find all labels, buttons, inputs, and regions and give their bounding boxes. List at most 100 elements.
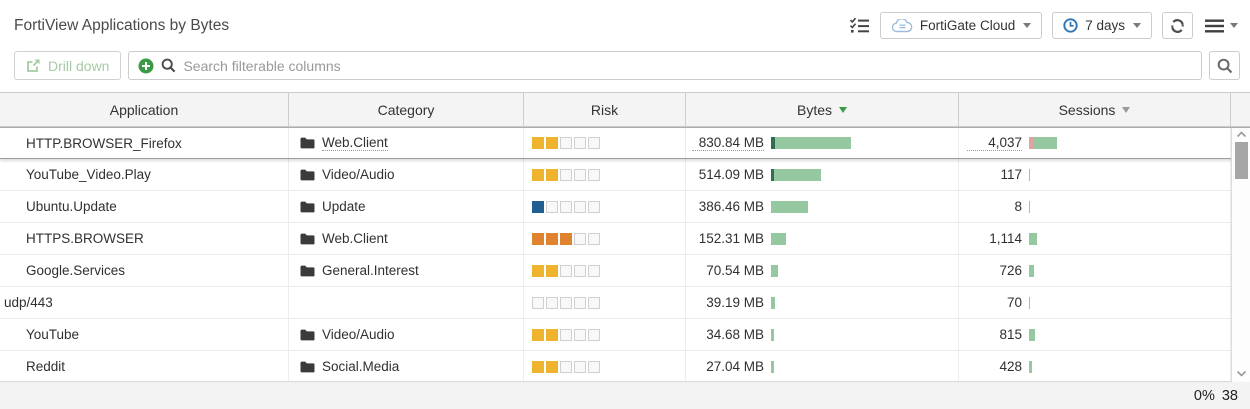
folder-icon bbox=[300, 361, 315, 373]
risk-square bbox=[574, 137, 586, 149]
risk-square bbox=[560, 168, 572, 181]
category-name[interactable]: Social.Media bbox=[322, 359, 400, 374]
sessions-value[interactable]: 70 bbox=[1006, 295, 1022, 310]
folder-icon bbox=[300, 265, 315, 277]
column-header-risk[interactable]: Risk bbox=[524, 93, 686, 126]
table-row[interactable]: HTTPS.BROWSER Web.Client 152.31 MB 1,114 bbox=[0, 223, 1250, 255]
sessions-value[interactable]: 4,037 bbox=[967, 135, 1022, 151]
sessions-bar bbox=[1029, 328, 1035, 341]
sessions-value[interactable]: 8 bbox=[1014, 199, 1022, 214]
sort-desc-icon bbox=[839, 106, 847, 113]
category-name[interactable]: Web.Client bbox=[322, 135, 388, 151]
risk-square bbox=[574, 328, 586, 341]
application-name: YouTube_Video.Play bbox=[26, 167, 151, 182]
risk-square bbox=[560, 200, 572, 213]
application-name: Google.Services bbox=[26, 263, 126, 278]
column-header-bytes[interactable]: Bytes bbox=[686, 93, 959, 126]
bytes-bar bbox=[771, 328, 774, 341]
add-filter-icon[interactable] bbox=[138, 58, 154, 74]
chevron-down-icon bbox=[1133, 23, 1141, 28]
risk-meter bbox=[524, 351, 686, 382]
scrollbar-thumb[interactable] bbox=[1235, 142, 1248, 179]
sessions-value[interactable]: 117 bbox=[1000, 167, 1022, 182]
bytes-value[interactable]: 27.04 MB bbox=[706, 359, 764, 374]
risk-square bbox=[560, 360, 572, 373]
bytes-value[interactable]: 70.54 MB bbox=[706, 263, 764, 278]
bytes-bar bbox=[771, 360, 774, 373]
source-dropdown[interactable]: FortiGate Cloud bbox=[879, 12, 1043, 39]
risk-square bbox=[560, 232, 572, 245]
sessions-value[interactable]: 428 bbox=[999, 359, 1022, 374]
category-name[interactable]: General.Interest bbox=[322, 263, 419, 278]
table-row[interactable]: Reddit Social.Media 27.04 MB 428 bbox=[0, 351, 1250, 382]
result-count: 38 bbox=[1221, 387, 1238, 404]
search-button[interactable] bbox=[1209, 51, 1240, 80]
bytes-bar bbox=[771, 137, 851, 149]
risk-square bbox=[532, 296, 544, 309]
sessions-bar bbox=[1029, 360, 1032, 373]
category-name[interactable]: Update bbox=[322, 199, 366, 214]
table-row[interactable]: YouTube Video/Audio 34.68 MB 815 bbox=[0, 319, 1250, 351]
risk-square bbox=[546, 328, 558, 341]
bytes-value[interactable]: 152.31 MB bbox=[698, 231, 764, 246]
risk-square bbox=[574, 200, 586, 213]
menu-button[interactable] bbox=[1203, 12, 1240, 39]
search-box bbox=[128, 51, 1202, 80]
drill-down-button[interactable]: Drill down bbox=[14, 51, 122, 80]
time-range-dropdown[interactable]: 7 days bbox=[1052, 12, 1152, 39]
risk-square bbox=[532, 232, 544, 245]
page-title: FortiView Applications by Bytes bbox=[14, 16, 230, 34]
bytes-bar bbox=[771, 264, 778, 277]
bytes-bar bbox=[771, 232, 786, 245]
risk-square bbox=[560, 296, 572, 309]
table-row[interactable]: udp/443 39.19 MB 70 bbox=[0, 287, 1250, 319]
table-row[interactable]: Ubuntu.Update Update 386.46 MB 8 bbox=[0, 191, 1250, 223]
bytes-value[interactable]: 386.46 MB bbox=[698, 199, 764, 214]
bytes-value[interactable]: 830.84 MB bbox=[692, 135, 764, 151]
bytes-bar bbox=[771, 168, 821, 181]
refresh-button[interactable] bbox=[1162, 12, 1193, 39]
column-header-sessions[interactable]: Sessions bbox=[959, 93, 1231, 126]
risk-square bbox=[588, 137, 600, 149]
risk-square bbox=[588, 328, 600, 341]
bytes-bar bbox=[771, 296, 775, 309]
risk-meter bbox=[524, 159, 686, 190]
category-name[interactable]: Web.Client bbox=[322, 231, 388, 246]
table-body: HTTP.BROWSER_Firefox Web.Client 830.84 M… bbox=[0, 127, 1250, 382]
column-header-spacer bbox=[1231, 93, 1250, 126]
sessions-value[interactable]: 1,114 bbox=[989, 231, 1022, 246]
application-name: udp/443 bbox=[4, 295, 53, 310]
scroll-up-icon[interactable] bbox=[1236, 131, 1247, 138]
bytes-bar bbox=[771, 200, 808, 213]
table-row[interactable]: HTTP.BROWSER_Firefox Web.Client 830.84 M… bbox=[0, 127, 1250, 159]
checklist-icon[interactable] bbox=[849, 17, 870, 34]
table-row[interactable]: Google.Services General.Interest 70.54 M… bbox=[0, 255, 1250, 287]
risk-square bbox=[546, 360, 558, 373]
risk-square bbox=[574, 168, 586, 181]
time-range-label: 7 days bbox=[1085, 18, 1125, 33]
sessions-value[interactable]: 726 bbox=[999, 263, 1022, 278]
bytes-value[interactable]: 514.09 MB bbox=[698, 167, 764, 182]
risk-square bbox=[532, 328, 544, 341]
scroll-down-icon[interactable] bbox=[1236, 370, 1247, 377]
category-name[interactable]: Video/Audio bbox=[322, 327, 395, 342]
vertical-scrollbar[interactable] bbox=[1231, 128, 1250, 382]
table-header-row: Application Category Risk Bytes Sessions bbox=[0, 93, 1250, 127]
source-label: FortiGate Cloud bbox=[919, 18, 1016, 33]
chevron-down-icon bbox=[1230, 23, 1238, 28]
search-input[interactable] bbox=[183, 57, 1192, 74]
sessions-value[interactable]: 815 bbox=[999, 327, 1022, 342]
category-name[interactable]: Video/Audio bbox=[322, 167, 395, 182]
risk-square bbox=[574, 360, 586, 373]
column-header-application[interactable]: Application bbox=[0, 93, 289, 126]
table-row[interactable]: YouTube_Video.Play Video/Audio 514.09 MB… bbox=[0, 159, 1250, 191]
risk-square bbox=[588, 264, 600, 277]
sessions-bar bbox=[1029, 137, 1057, 149]
sessions-bar bbox=[1029, 168, 1030, 181]
column-header-category[interactable]: Category bbox=[289, 93, 524, 126]
bytes-value[interactable]: 34.68 MB bbox=[706, 327, 764, 342]
search-icon bbox=[161, 58, 176, 73]
bytes-value[interactable]: 39.19 MB bbox=[706, 295, 764, 310]
risk-square bbox=[574, 264, 586, 277]
clock-icon bbox=[1063, 18, 1078, 33]
